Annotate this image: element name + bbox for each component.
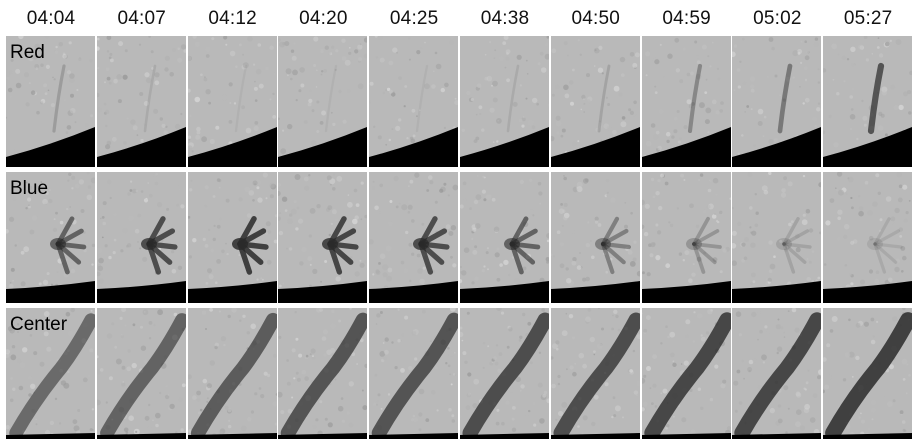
image-frame bbox=[460, 172, 551, 303]
row-label: Red bbox=[10, 42, 45, 63]
image-frame bbox=[278, 36, 370, 167]
image-frame bbox=[641, 36, 733, 167]
frame-image bbox=[6, 308, 95, 439]
image-frame bbox=[823, 36, 914, 167]
frame-image bbox=[823, 172, 913, 303]
timestamp-label: 04:59 bbox=[662, 8, 711, 29]
frame-image bbox=[278, 172, 368, 303]
frame-image bbox=[187, 308, 277, 439]
frame-image bbox=[278, 308, 368, 439]
frame-image bbox=[460, 308, 549, 439]
image-frame bbox=[823, 308, 914, 439]
image-frame bbox=[460, 36, 551, 167]
timestamp-label: 04:12 bbox=[208, 8, 257, 29]
frame-image bbox=[550, 36, 640, 167]
frame-image bbox=[641, 308, 731, 439]
image-frame bbox=[550, 172, 642, 303]
image-frame bbox=[732, 308, 824, 439]
image-frame bbox=[823, 172, 914, 303]
timestamp-label: 04:20 bbox=[299, 8, 348, 29]
image-frame bbox=[278, 308, 370, 439]
timestamp-label: 05:02 bbox=[753, 8, 802, 29]
image-frame bbox=[6, 36, 97, 167]
frame-image bbox=[187, 172, 277, 303]
image-frame bbox=[6, 308, 97, 439]
frame-image bbox=[641, 36, 731, 167]
frame-image bbox=[187, 36, 277, 167]
frame-image bbox=[369, 36, 459, 167]
image-frame bbox=[641, 172, 733, 303]
frame-image bbox=[96, 308, 186, 439]
image-frame bbox=[369, 308, 461, 439]
image-frame bbox=[278, 172, 370, 303]
timestamp-label: 04:04 bbox=[26, 8, 76, 29]
frame-image bbox=[641, 172, 731, 303]
image-frame bbox=[187, 308, 279, 439]
frame-image bbox=[823, 308, 913, 439]
frame-image bbox=[732, 308, 822, 439]
frame-image bbox=[96, 172, 186, 303]
frame-image bbox=[732, 172, 822, 303]
image-frame bbox=[460, 308, 551, 439]
frame-image bbox=[278, 36, 368, 167]
image-frame bbox=[369, 36, 461, 167]
image-frame bbox=[96, 36, 188, 167]
row-center: Center bbox=[6, 308, 914, 439]
frame-image bbox=[823, 36, 913, 167]
image-sequence-grid: Red Blue Center bbox=[6, 36, 914, 439]
timestamp-label: 04:50 bbox=[571, 8, 621, 29]
frame-image bbox=[369, 172, 459, 303]
frame-image bbox=[6, 172, 95, 303]
timestamp-label: 04:25 bbox=[389, 8, 439, 29]
row-label: Center bbox=[10, 314, 68, 335]
image-frame bbox=[550, 308, 642, 439]
image-frame bbox=[732, 172, 824, 303]
timestamp-label: 04:38 bbox=[480, 8, 530, 29]
timestamp-label: 05:27 bbox=[843, 8, 893, 29]
row-red: Red bbox=[6, 36, 914, 167]
image-frame bbox=[187, 172, 279, 303]
frame-image bbox=[732, 36, 822, 167]
timestamp-header: 04:04 04:07 04:12 04:20 04:25 04:38 04:50 04:59… bbox=[6, 0, 914, 34]
image-frame bbox=[369, 172, 461, 303]
frame-image bbox=[369, 308, 459, 439]
image-frame bbox=[641, 308, 733, 439]
frame-image bbox=[550, 308, 640, 439]
image-frame bbox=[550, 36, 642, 167]
image-frame bbox=[187, 36, 279, 167]
frame-image bbox=[460, 172, 549, 303]
frame-image bbox=[96, 36, 186, 167]
frame-image bbox=[550, 172, 640, 303]
image-frame bbox=[6, 172, 97, 303]
image-frame bbox=[96, 172, 188, 303]
frame-image bbox=[460, 36, 549, 167]
row-blue: Blue bbox=[6, 172, 914, 303]
timestamp-label: 04:07 bbox=[117, 8, 167, 29]
row-label: Blue bbox=[10, 178, 49, 199]
image-frame bbox=[96, 308, 188, 439]
frame-image bbox=[6, 36, 95, 167]
image-frame bbox=[732, 36, 824, 167]
